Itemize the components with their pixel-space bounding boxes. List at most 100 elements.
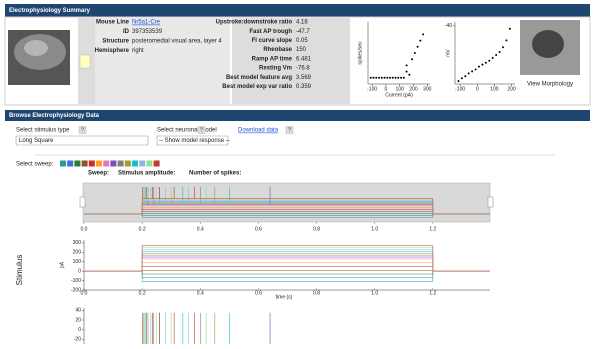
point (369, 76, 372, 79)
point (488, 59, 491, 62)
stimulus-trace (84, 249, 490, 272)
feature-value: 0.05 (296, 38, 308, 44)
feature-label: FI curve slope (252, 38, 293, 44)
sweep-swatch[interactable] (124, 160, 131, 167)
header-bar (5, 110, 590, 121)
stimulus-trace (84, 270, 490, 282)
x-tick-label: 200 (409, 86, 418, 92)
prev-arrow[interactable] (79, 196, 86, 208)
sweep-swatch[interactable] (60, 160, 66, 167)
y-axis-label: mV (445, 49, 451, 57)
x-tick-label: 200 (507, 86, 516, 92)
x-tick-label: 0.0 (81, 290, 88, 296)
feature-label: Upstroke:downstroke ratio (216, 20, 293, 26)
field-value: 397353539 (132, 29, 163, 35)
help-icon[interactable] (197, 126, 206, 134)
stimulus-trace (84, 258, 490, 272)
sweep-swatch[interactable] (81, 160, 88, 167)
point (397, 76, 400, 79)
sweep-swatch[interactable] (96, 160, 102, 167)
x-tick-label: 0.4 (197, 290, 204, 296)
help-text: ? (200, 127, 203, 133)
point (467, 72, 470, 75)
y-tick-label: 20 (75, 317, 81, 323)
point (413, 52, 416, 54)
sweep-swatch[interactable] (103, 160, 110, 167)
stimulus-value: Long Square (19, 138, 54, 144)
field-value: posteromedial visual area, layer 4 (132, 39, 222, 45)
x-tick-label: 0.8 (313, 226, 320, 232)
feature-value: -47.7 (296, 29, 310, 35)
sweep-swatch[interactable] (74, 160, 81, 167)
sweep-swatch[interactable] (132, 160, 138, 167)
point (508, 27, 511, 30)
point (419, 39, 422, 42)
sweep-swatch[interactable] (139, 160, 146, 167)
sweep-swatch[interactable] (117, 160, 124, 167)
x-tick-label: 0 (385, 86, 388, 92)
cell-info-inner (95, 18, 230, 104)
stimulus-select[interactable] (15, 135, 149, 146)
point (394, 76, 397, 79)
help-icon[interactable] (285, 126, 294, 134)
field-label: Mouse Line (96, 20, 130, 26)
stimulus-trace (84, 270, 490, 279)
stimulus-label: Select stimulus type (16, 128, 70, 134)
sweep-swatch[interactable] (110, 160, 117, 167)
point (378, 76, 381, 79)
color-swatch (79, 54, 91, 69)
point (502, 46, 504, 49)
sweep-swatch[interactable] (88, 160, 95, 167)
x-tick-label: 1.0 (371, 226, 378, 232)
point (372, 76, 375, 79)
x-tick-label: 0.6 (255, 226, 262, 232)
point (402, 76, 405, 79)
model-select[interactable] (156, 135, 229, 146)
sweep-swatch[interactable] (146, 160, 153, 167)
amplitude-label: Stimulus amplitude: (118, 171, 175, 177)
next-arrow[interactable] (487, 196, 494, 208)
x-tick-label: 0 (476, 86, 479, 92)
point (457, 80, 460, 83)
section-title: Browse Electrophysiology Data (9, 113, 100, 119)
y-tick-label: -200 (71, 287, 81, 293)
point (474, 68, 477, 71)
x-tick-label: -100 (367, 86, 377, 92)
point (498, 51, 501, 54)
point (383, 76, 386, 79)
x-tick-label: 1.2 (429, 290, 436, 296)
feature-label: Best model feature avg (226, 75, 292, 81)
morphology-link[interactable]: View Morphology (527, 82, 573, 88)
field-value[interactable]: Nr5a1-Cre (132, 20, 161, 26)
feature-label: Best model exp var ratio (222, 84, 292, 90)
stimulus-trace (84, 252, 490, 272)
feature-value: 3.569 (296, 75, 312, 81)
x-tick-label: 0.2 (139, 226, 146, 232)
point (464, 75, 467, 78)
help-icon[interactable] (78, 126, 87, 134)
y-tick-label: 300 (73, 240, 82, 246)
feature-value: 6.481 (296, 56, 312, 62)
select-sweep-label: Select sweep: (16, 162, 54, 168)
field-label: Hemisphere (95, 48, 130, 54)
point (389, 76, 392, 79)
stimulus-trace (84, 270, 490, 275)
point (481, 63, 484, 66)
point (400, 76, 403, 79)
sweep-swatch[interactable] (153, 160, 160, 167)
field-label: Structure (102, 39, 129, 45)
point (416, 45, 419, 48)
y-tick-label: 0 (78, 269, 81, 275)
feature-label: Resting Vm (259, 66, 292, 72)
sweep-swatch[interactable] (67, 160, 74, 167)
y-tick-label: -40 (445, 23, 452, 29)
help-text: ? (81, 127, 84, 133)
field-label: ID (123, 29, 130, 35)
feature-value: 0.359 (296, 84, 312, 90)
download-link[interactable]: Download data (238, 128, 279, 134)
y-tick-label: 200 (73, 250, 82, 256)
y-axis-label: pA (59, 261, 65, 268)
header-bar (5, 4, 590, 17)
point (491, 56, 494, 59)
